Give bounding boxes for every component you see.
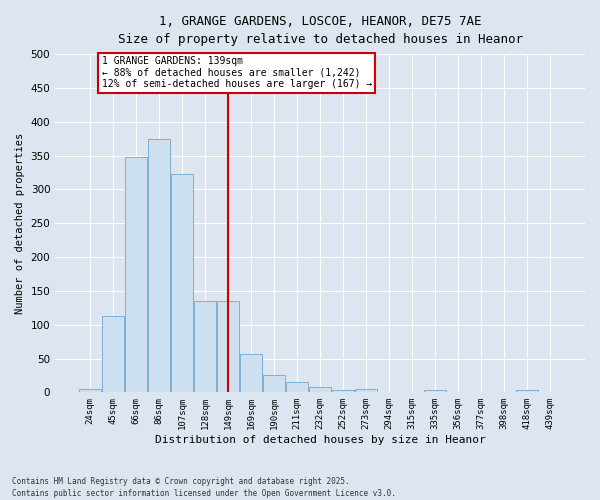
Bar xyxy=(355,389,377,392)
Bar xyxy=(217,301,239,392)
Bar xyxy=(286,382,308,392)
Bar xyxy=(102,316,124,392)
X-axis label: Distribution of detached houses by size in Heanor: Distribution of detached houses by size … xyxy=(155,435,485,445)
Bar xyxy=(171,174,193,392)
Bar xyxy=(516,390,538,392)
Text: 1 GRANGE GARDENS: 139sqm
← 88% of detached houses are smaller (1,242)
12% of sem: 1 GRANGE GARDENS: 139sqm ← 88% of detach… xyxy=(101,56,372,90)
Text: Contains HM Land Registry data © Crown copyright and database right 2025.
Contai: Contains HM Land Registry data © Crown c… xyxy=(12,476,396,498)
Bar xyxy=(148,138,170,392)
Bar xyxy=(263,374,285,392)
Bar xyxy=(240,354,262,393)
Bar xyxy=(309,387,331,392)
Bar xyxy=(332,390,354,392)
Y-axis label: Number of detached properties: Number of detached properties xyxy=(15,132,25,314)
Bar xyxy=(125,157,147,392)
Bar xyxy=(79,389,101,392)
Title: 1, GRANGE GARDENS, LOSCOE, HEANOR, DE75 7AE
Size of property relative to detache: 1, GRANGE GARDENS, LOSCOE, HEANOR, DE75 … xyxy=(118,15,523,46)
Bar xyxy=(194,301,216,392)
Bar xyxy=(424,390,446,392)
